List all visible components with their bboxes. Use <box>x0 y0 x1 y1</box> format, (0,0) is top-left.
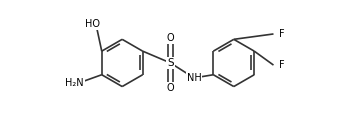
Text: HO: HO <box>85 19 100 29</box>
Text: F: F <box>279 60 284 70</box>
Text: H₂N: H₂N <box>65 78 84 88</box>
Text: O: O <box>167 83 174 93</box>
Text: NH: NH <box>187 73 202 83</box>
Text: S: S <box>167 58 174 68</box>
Text: O: O <box>167 33 174 43</box>
Text: F: F <box>279 29 284 39</box>
